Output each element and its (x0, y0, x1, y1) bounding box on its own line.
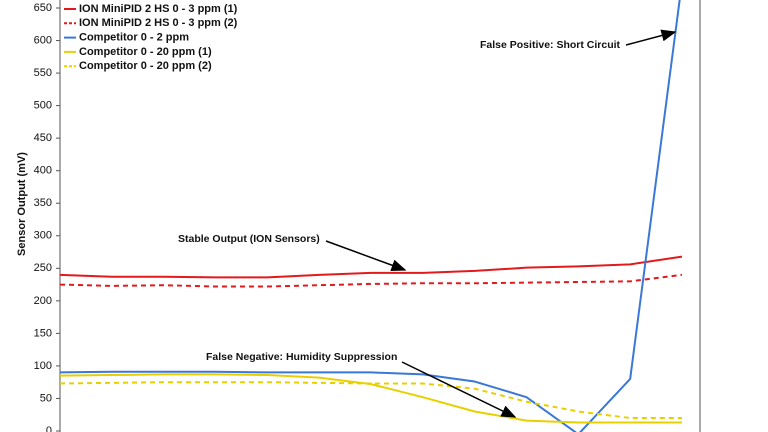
annotation: False Positive: Short Circuit (480, 39, 621, 51)
y-axis-label: Sensor Output (mV) (16, 152, 28, 256)
annotation-arrow (625, 29, 677, 46)
y-tick-label: 250 (34, 262, 52, 274)
plot-area (60, 0, 683, 432)
legend-label: Competitor 0 - 20 ppm (2) (79, 60, 212, 72)
y-tick-label: 600 (34, 34, 52, 46)
y-tick-label: 150 (34, 327, 52, 339)
y-tick-label: 50 (40, 392, 52, 404)
y-tick-label: 100 (34, 360, 52, 372)
y-tick-label: 200 (34, 295, 52, 307)
series-line (60, 373, 682, 424)
annotation: False Negative: Humidity Suppression (206, 351, 397, 363)
series-line (60, 273, 683, 288)
y-tick-label: 400 (34, 165, 52, 177)
series-line (60, 0, 681, 432)
annotation: Stable Output (ION Sensors) (178, 233, 320, 245)
y-tick-label: 350 (34, 197, 52, 209)
y-tick-label: 500 (34, 100, 52, 112)
annotation-arrow (325, 240, 407, 271)
series-line (60, 381, 682, 419)
y-tick-label: 550 (34, 67, 52, 79)
y-tick-label: 650 (34, 2, 52, 14)
legend-label: ION MiniPID 2 HS 0 - 3 ppm (1) (79, 3, 238, 15)
y-tick-label: 0 (46, 425, 52, 432)
annotation-arrow (401, 361, 517, 418)
y-tick-label: 300 (34, 230, 52, 242)
legend-label: Competitor 0 - 2 ppm (79, 32, 189, 44)
legend-label: ION MiniPID 2 HS 0 - 3 ppm (2) (79, 17, 238, 29)
series-line (60, 255, 683, 279)
legend-label: Competitor 0 - 20 ppm (1) (79, 46, 212, 58)
y-tick-label: 450 (34, 132, 52, 144)
